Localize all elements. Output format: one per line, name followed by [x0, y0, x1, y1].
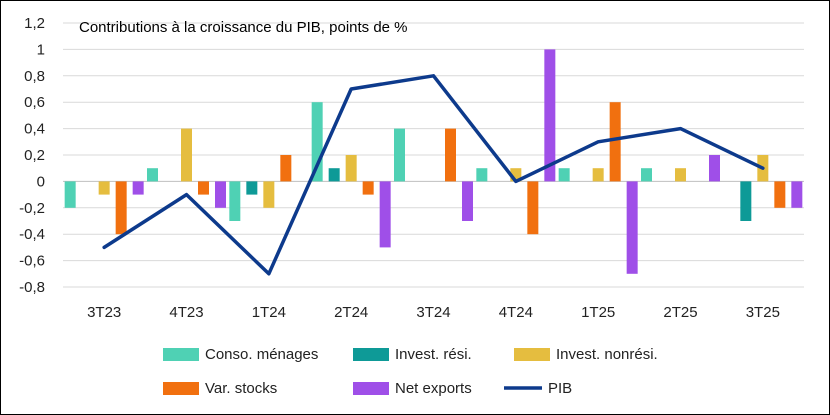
y-tick-label: 0,8 [24, 68, 45, 85]
bar-conso-menages-3t24 [394, 128, 405, 182]
bar-conso-menages-3t23 [64, 181, 76, 208]
y-tick-label: 1,2 [24, 15, 45, 32]
bar-net-exports-4t23 [215, 181, 226, 208]
bar-conso-menages-2t25 [641, 168, 652, 182]
bar-invest-nonresi-4t23 [181, 128, 192, 182]
legend-label: PIB [548, 380, 572, 397]
bar-net-exports-1t25 [626, 181, 638, 274]
bar-invest-nonresi-4t24 [510, 168, 522, 182]
bar-var-stocks-3t24 [445, 128, 456, 182]
y-tick-label: 0,6 [24, 94, 45, 111]
legend-item-pib: PIB [504, 380, 572, 397]
legend-label: Conso. ménages [205, 346, 318, 363]
legend-label: Var. stocks [205, 380, 277, 397]
x-tick-label-4t24: 4T24 [499, 304, 533, 321]
x-axis-labels: 3T23 4T23 1T24 2T24 3T24 4T24 1T25 2T25 3T25 [87, 304, 780, 321]
legend-label: Net exports [395, 380, 472, 397]
bar-invest-resi-1t24 [246, 181, 258, 195]
bar-var-stocks-4t23 [198, 181, 209, 195]
y-tick-label: 0,2 [24, 147, 45, 164]
y-tick-label: -0,2 [19, 200, 45, 217]
x-tick-label-1t24: 1T24 [252, 304, 286, 321]
x-tick-label-3t23: 3T23 [87, 304, 121, 321]
y-tick-label: 0,4 [24, 121, 45, 138]
bar-var-stocks-3t23 [115, 181, 127, 235]
bar-invest-nonresi-1t25 [592, 168, 604, 182]
y-tick-label: -0,6 [19, 253, 45, 270]
bar-conso-menages-4t23 [147, 168, 158, 182]
legend-swatch [514, 348, 550, 361]
x-tick-label-3t25: 3T25 [746, 304, 780, 321]
legend-swatch [163, 348, 199, 361]
chart-title: Contributions à la croissance du PIB, po… [79, 19, 408, 36]
legend-item-var-stocks: Var. stocks [163, 380, 277, 397]
x-tick-label-1t25: 1T25 [581, 304, 615, 321]
bars [64, 49, 803, 274]
bar-net-exports-3t24 [462, 181, 473, 221]
line-pib [102, 74, 765, 276]
bar-var-stocks-1t25 [609, 102, 621, 182]
legend-item-invest-resi: Invest. rési. [353, 346, 472, 363]
bar-net-exports-3t25 [791, 181, 803, 208]
legend: Conso. ménages Invest. rési. Invest. nonré… [163, 346, 658, 397]
bar-net-exports-4t24 [544, 49, 556, 182]
bar-var-stocks-2t24 [362, 181, 374, 195]
legend-item-net-exports: Net exports [353, 380, 472, 397]
legend-swatch [353, 382, 389, 395]
bar-var-stocks-3t25 [774, 181, 786, 208]
bar-var-stocks-4t24 [527, 181, 539, 235]
y-tick-label: 1 [37, 41, 45, 58]
legend-label: Invest. rési. [395, 346, 472, 363]
y-tick-label: -0,4 [19, 226, 45, 243]
bar-var-stocks-1t24 [280, 155, 292, 182]
bar-invest-nonresi-3t23 [98, 181, 110, 195]
y-axis-labels: -0,8 -0,6 -0,4 -0,2 0 0,2 0,4 0,6 0,8 1 1,2 [19, 15, 45, 296]
x-tick-label-2t24: 2T24 [334, 304, 368, 321]
bar-conso-menages-1t24 [229, 181, 241, 221]
gridlines [63, 22, 804, 288]
pib-line-layer [102, 74, 765, 276]
bar-invest-nonresi-1t24 [263, 181, 275, 208]
bar-conso-menages-1t25 [558, 168, 570, 182]
bar-conso-menages-2t24 [311, 102, 323, 182]
y-tick-label: 0 [37, 173, 45, 190]
bar-net-exports-3t23 [132, 181, 144, 195]
bar-invest-nonresi-2t24 [345, 155, 357, 182]
y-tick-label: -0,8 [19, 279, 45, 296]
legend-label: Invest. nonrési. [556, 346, 658, 363]
bar-invest-resi-3t25 [740, 181, 752, 221]
x-tick-label-2t25: 2T25 [663, 304, 697, 321]
bar-net-exports-2t25 [709, 155, 720, 182]
bar-conso-menages-4t24 [476, 168, 488, 182]
legend-item-conso-menages: Conso. ménages [163, 346, 318, 363]
legend-swatch [163, 382, 199, 395]
x-tick-label-3t24: 3T24 [416, 304, 450, 321]
bar-invest-resi-2t24 [328, 168, 340, 182]
bar-net-exports-2t24 [379, 181, 391, 248]
x-tick-label-4t23: 4T23 [169, 304, 203, 321]
bar-invest-nonresi-2t25 [675, 168, 686, 182]
legend-swatch [353, 348, 389, 361]
legend-item-invest-nonresi: Invest. nonrési. [514, 346, 658, 363]
